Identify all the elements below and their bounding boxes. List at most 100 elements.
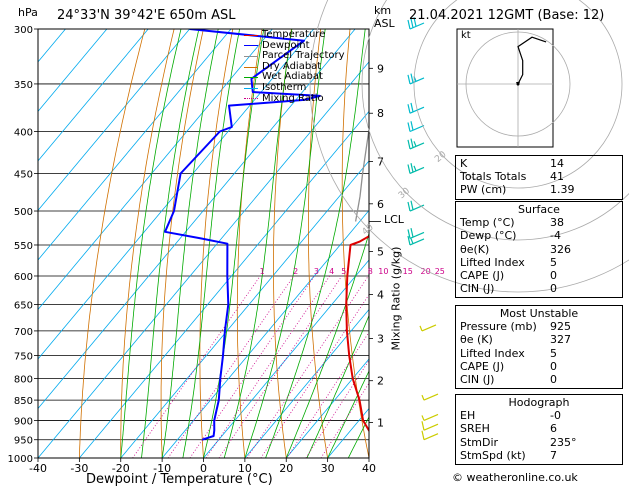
wind-barb-staff	[409, 204, 425, 212]
wind-barb	[407, 17, 425, 30]
legend-label: Wet Adiabat	[262, 71, 323, 83]
wind-barb	[407, 121, 425, 133]
table-title: Surface	[518, 203, 560, 216]
wind-barb-flag	[410, 121, 414, 131]
mixing-ratio-line	[218, 275, 343, 458]
isotherm-line	[38, 29, 108, 113]
wet-adiabat-line	[182, 29, 240, 458]
temperature-tick-label: 20	[279, 462, 293, 475]
mixing-ratio-line	[305, 359, 369, 458]
height-tick-label: 4	[377, 288, 384, 301]
legend-swatch	[244, 98, 258, 100]
wind-barb	[419, 324, 437, 332]
wind-barb	[421, 430, 439, 441]
asl-label: ASL	[374, 17, 395, 30]
wind-barb-flag	[410, 238, 414, 244]
legend-item-dewpoint: Dewpoint	[244, 40, 345, 52]
row-value: 14	[550, 157, 564, 170]
row-label: K	[460, 157, 468, 170]
table-row: CIN (J) 0	[456, 373, 622, 386]
wind-barb	[421, 393, 439, 401]
legend-item-parcel: Parcel Trajectory	[244, 51, 345, 62]
row-label: SREH	[460, 422, 490, 436]
wind-barb-staff	[409, 238, 425, 246]
wet-adiabat-line	[265, 29, 366, 458]
row-value: 5	[550, 346, 557, 360]
isotherm-line	[79, 110, 369, 458]
pressure-tick-label: 300	[14, 25, 33, 36]
row-value: 0	[550, 359, 557, 373]
legend-swatch	[244, 87, 258, 89]
row-value: 5	[550, 255, 557, 269]
legend-item-mixing-ratio: Mixing Ratio	[244, 93, 345, 105]
dry-adiabat-line	[160, 29, 204, 458]
mixing-ratio-line	[260, 293, 369, 458]
datetime-title: 21.04.2021 12GMT (Base: 12)	[409, 8, 605, 23]
table-row: Lifted Index 5	[456, 256, 622, 269]
storm-motion-marker	[516, 82, 520, 86]
wind-barb	[407, 200, 425, 212]
wind-barb-flag	[413, 17, 417, 27]
table-title: Most Unstable	[499, 307, 579, 320]
wind-barb-staff	[421, 324, 437, 332]
isotherm-line	[38, 29, 149, 162]
pressure-tick-label: 900	[14, 416, 33, 427]
wind-barb	[407, 163, 425, 175]
row-label: Totals Totals	[460, 170, 527, 184]
mixing-ratio-label: 2	[293, 267, 298, 276]
wind-barb-flag	[407, 235, 411, 246]
wet-adiabat-line	[306, 314, 369, 458]
hodograph-ring	[309, 0, 629, 293]
dry-adiabat-line	[308, 29, 328, 458]
legend-swatch	[244, 66, 258, 68]
row-label: θe (K)	[460, 333, 493, 347]
row-value: 0	[550, 282, 557, 296]
wind-barb	[407, 73, 425, 85]
row-value: 0	[550, 269, 557, 283]
table-row: θe (K) 327	[456, 333, 622, 346]
legend: Temperature Dewpoint Parcel Trajectory D…	[244, 29, 345, 105]
mixing-ratio-label: 25	[435, 267, 445, 276]
wet-adiabat-line	[244, 29, 326, 458]
hodograph-table: Hodograph EH -0 SREH 6 StmDir 235° StmSpd (…	[455, 394, 623, 466]
mixing-ratio-axis-label: Mixing Ratio (g/kg)	[389, 246, 403, 351]
surface-table: Surface Temp (°C) 38 Dewp (°C) -4 θe(K) 326…	[455, 201, 623, 299]
mixing-ratio-line	[205, 275, 331, 458]
legend-label: Parcel Trajectory	[262, 50, 345, 62]
legend-label: Dry Adiabat	[262, 60, 322, 72]
wind-barb-flag	[421, 415, 425, 421]
mixing-ratio-label: 10	[378, 267, 388, 276]
wind-barb-flag	[421, 394, 425, 401]
legend-swatch	[244, 45, 258, 47]
wet-adiabat-line	[327, 370, 369, 458]
wet-adiabat-line	[141, 29, 200, 458]
row-label: Lifted Index	[460, 255, 525, 269]
footer-credit: © weatheronline.co.uk	[452, 471, 578, 484]
pressure-tick-label: 850	[14, 396, 33, 407]
mixing-ratio-label: 5	[341, 267, 346, 276]
wind-barb-staff	[409, 22, 425, 30]
hodograph-ring	[413, 0, 623, 189]
hodograph-frame	[456, 28, 554, 148]
mixing-ratio-label: 8	[368, 267, 373, 276]
series-line-dewpoint	[164, 29, 321, 441]
row-value: 235°	[550, 435, 577, 449]
wind-barb-flag	[407, 74, 411, 85]
isotherm-line	[120, 160, 369, 458]
wind-barb-flag	[410, 200, 414, 210]
isotherm-line	[38, 29, 232, 261]
row-label: Pressure (mb)	[460, 320, 537, 334]
wind-barb-flag	[410, 228, 414, 238]
wind-barb-flag	[407, 201, 411, 212]
row-label: Temp (°C)	[460, 216, 515, 230]
row-value: 326	[550, 242, 571, 256]
temperature-tick-label: 30	[321, 462, 335, 475]
row-value: 0	[550, 373, 557, 387]
pressure-tick-label: 950	[14, 436, 33, 447]
row-value: 1.39	[550, 183, 575, 197]
mixing-ratio-label: 3	[314, 267, 319, 276]
table-row: Pressure (mb) 925	[456, 320, 622, 333]
table-row: Lifted Index 5	[456, 347, 622, 360]
wind-barb-flag	[407, 229, 411, 239]
